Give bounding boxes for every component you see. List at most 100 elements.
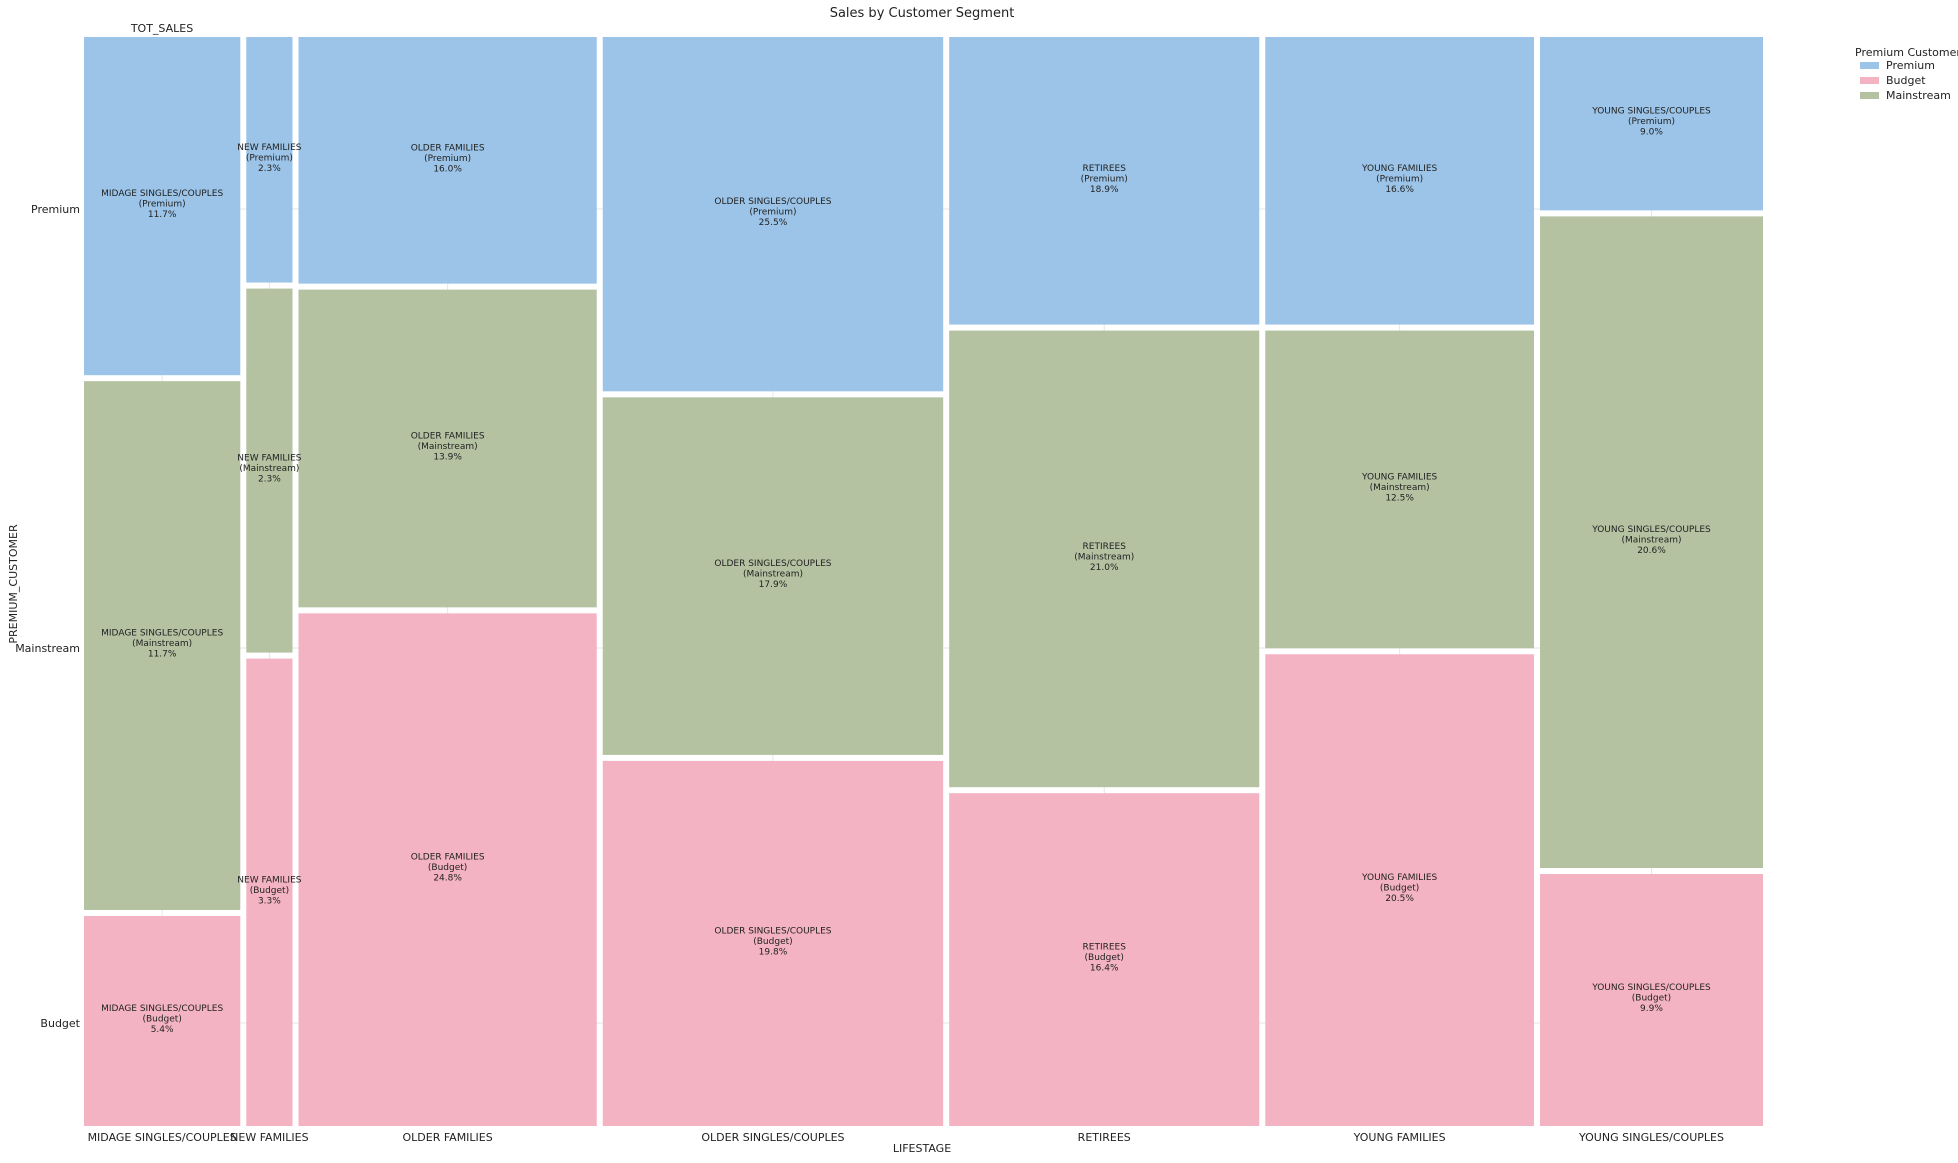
tile-midage-singles-couples-mainstream xyxy=(84,381,241,910)
tile-label-line: (Mainstream) xyxy=(1370,483,1430,493)
tile-older-families-premium xyxy=(298,37,597,284)
tile-label-line: (Budget) xyxy=(753,937,792,947)
tile-label-line: 9.9% xyxy=(1640,1004,1663,1014)
tile-label-line: (Budget) xyxy=(142,1014,181,1024)
tile-label-line: (Mainstream) xyxy=(743,570,803,580)
tile-new-families-mainstream xyxy=(246,288,293,653)
legend-label-budget: Budget xyxy=(1886,74,1926,87)
tile-label-line: MIDAGE SINGLES/COUPLES xyxy=(101,189,223,199)
tile-label-line: MIDAGE SINGLES/COUPLES xyxy=(101,629,223,639)
tile-label-line: 20.6% xyxy=(1637,546,1666,556)
tile-label-line: (Mainstream) xyxy=(132,639,192,649)
tile-older-families-mainstream xyxy=(298,289,597,608)
tile-label-line: YOUNG FAMILIES xyxy=(1361,873,1438,883)
tile-older-singles-couples-mainstream xyxy=(602,397,944,755)
tile-label-line: (Premium) xyxy=(1628,117,1675,127)
tile-label-young-families-budget: YOUNG FAMILIES (Budget) 20.5% xyxy=(1361,873,1438,904)
legend: Premium Customer Premium Budget Mainstream xyxy=(1855,46,1958,102)
tile-label-young-families-mainstream: YOUNG FAMILIES (Mainstream) 12.5% xyxy=(1361,472,1438,503)
tile-label-line: OLDER SINGLES/COUPLES xyxy=(714,926,831,936)
x-tick-young-families: YOUNG FAMILIES xyxy=(1353,1131,1446,1144)
tile-label-line: (Budget) xyxy=(428,863,467,873)
x-axis-label: LIFESTAGE xyxy=(893,1142,951,1155)
tile-new-families-premium xyxy=(246,37,293,283)
tile-label-new-families-mainstream: NEW FAMILIES (Mainstream) 2.3% xyxy=(237,454,301,485)
tile-label-line: OLDER FAMILIES xyxy=(411,143,485,153)
tile-label-line: YOUNG SINGLES/COUPLES xyxy=(1591,983,1711,993)
tile-label-line: MIDAGE SINGLES/COUPLES xyxy=(101,1004,223,1014)
tile-label-line: YOUNG SINGLES/COUPLES xyxy=(1591,525,1711,535)
y-tick-premium: Premium xyxy=(31,203,80,216)
corner-label: TOT_SALES xyxy=(130,22,193,35)
tile-label-line: 21.0% xyxy=(1090,563,1119,573)
tile-label-line: (Premium) xyxy=(139,200,186,210)
tile-label-line: RETIREES xyxy=(1083,164,1127,174)
tile-label-retirees-budget: RETIREES (Budget) 16.4% xyxy=(1083,943,1127,974)
x-tick-older-families: OLDER FAMILIES xyxy=(403,1131,493,1144)
tile-label-line: 3.3% xyxy=(258,896,281,906)
tile-label-older-singles-couples-budget: OLDER SINGLES/COUPLES (Budget) 19.8% xyxy=(714,926,831,957)
tile-label-line: 16.6% xyxy=(1385,185,1414,195)
tile-label-line: 16.0% xyxy=(433,164,462,174)
x-tick-young-singles-couples: YOUNG SINGLES/COUPLES xyxy=(1578,1131,1724,1144)
axes-layer: Sales by Customer Segment TOT_SALES LIFE… xyxy=(7,6,1724,1155)
tile-label-line: OLDER SINGLES/COUPLES xyxy=(714,559,831,569)
tile-label-line: 16.4% xyxy=(1090,964,1119,974)
tile-label-young-families-premium: YOUNG FAMILIES (Premium) 16.6% xyxy=(1361,164,1438,195)
tile-label-new-families-budget: NEW FAMILIES (Budget) 3.3% xyxy=(237,875,301,906)
tile-label-line: (Premium) xyxy=(424,154,471,164)
tile-label-line: 25.5% xyxy=(759,218,788,228)
tile-label-older-families-mainstream: OLDER FAMILIES (Mainstream) 13.9% xyxy=(411,431,485,462)
legend-swatch-mainstream xyxy=(1860,92,1879,99)
tile-label-line: NEW FAMILIES xyxy=(237,454,301,464)
y-tick-mainstream: Mainstream xyxy=(15,642,80,655)
tile-older-singles-couples-premium xyxy=(602,37,944,392)
tile-young-singles-couples-premium xyxy=(1539,37,1763,211)
tile-label-line: (Mainstream) xyxy=(1621,536,1681,546)
y-tick-budget: Budget xyxy=(40,1017,80,1030)
x-tick-older-singles-couples: OLDER SINGLES/COUPLES xyxy=(701,1131,844,1144)
tile-label-retirees-premium: RETIREES (Premium) 18.9% xyxy=(1081,164,1128,195)
tile-label-line: 13.9% xyxy=(433,452,462,462)
tile-label-young-singles-couples-premium: YOUNG SINGLES/COUPLES (Premium) 9.0% xyxy=(1591,107,1711,138)
tile-label-line: 18.9% xyxy=(1090,185,1119,195)
y-axis-label: PREMIUM_CUSTOMER xyxy=(7,524,20,644)
tile-label-line: 24.8% xyxy=(433,874,462,884)
tile-label-older-singles-couples-mainstream: OLDER SINGLES/COUPLES (Mainstream) 17.9% xyxy=(714,559,831,590)
tile-young-families-budget xyxy=(1265,654,1534,1126)
tile-label-older-families-premium: OLDER FAMILIES (Premium) 16.0% xyxy=(411,143,485,174)
tile-label-line: 19.8% xyxy=(759,947,788,957)
tile-label-line: 20.5% xyxy=(1385,894,1414,904)
tile-label-midage-singles-couples-mainstream: MIDAGE SINGLES/COUPLES (Mainstream) 11.7% xyxy=(101,629,223,660)
tile-young-singles-couples-budget xyxy=(1539,873,1763,1126)
legend-title: Premium Customer xyxy=(1855,46,1958,59)
tile-label-line: 9.0% xyxy=(1640,128,1663,138)
tile-label-young-singles-couples-budget: YOUNG SINGLES/COUPLES (Budget) 9.9% xyxy=(1591,983,1711,1014)
tile-retirees-mainstream xyxy=(949,330,1260,788)
x-tick-midage-singles-couples: MIDAGE SINGLES/COUPLES xyxy=(88,1131,237,1144)
tile-label-line: 5.4% xyxy=(151,1025,174,1035)
tile-young-singles-couples-mainstream xyxy=(1539,216,1763,868)
tile-label-young-singles-couples-mainstream: YOUNG SINGLES/COUPLES (Mainstream) 20.6% xyxy=(1591,525,1711,556)
tile-label-line: 2.3% xyxy=(258,164,281,174)
tile-midage-singles-couples-premium xyxy=(84,37,241,376)
tile-label-line: (Mainstream) xyxy=(1074,552,1134,562)
tile-label-line: 11.7% xyxy=(148,650,177,660)
tile-label-line: (Premium) xyxy=(1376,174,1423,184)
tile-label-line: (Mainstream) xyxy=(418,442,478,452)
tile-new-families-budget xyxy=(246,658,293,1126)
tile-label-line: RETIREES xyxy=(1083,943,1127,953)
tile-retirees-budget xyxy=(949,793,1260,1126)
tile-young-families-premium xyxy=(1265,37,1534,325)
tile-label-line: (Budget) xyxy=(250,886,289,896)
tile-label-line: (Mainstream) xyxy=(239,464,299,474)
tile-label-older-families-budget: OLDER FAMILIES (Budget) 24.8% xyxy=(411,853,485,884)
tile-label-line: OLDER SINGLES/COUPLES xyxy=(714,197,831,207)
tile-label-line: YOUNG FAMILIES xyxy=(1361,164,1438,174)
tile-label-line: 17.9% xyxy=(759,580,788,590)
tile-label-line: RETIREES xyxy=(1083,542,1127,552)
tile-label-line: YOUNG FAMILIES xyxy=(1361,472,1438,482)
tile-label-midage-singles-couples-premium: MIDAGE SINGLES/COUPLES (Premium) 11.7% xyxy=(101,189,223,220)
tile-label-line: 12.5% xyxy=(1385,493,1414,503)
